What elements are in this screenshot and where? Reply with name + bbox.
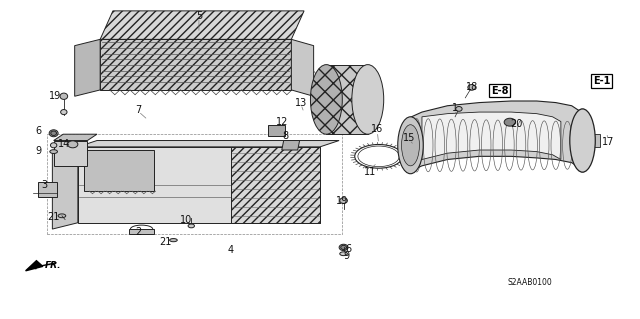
- Ellipse shape: [340, 245, 346, 249]
- Ellipse shape: [310, 65, 342, 134]
- Text: 13: 13: [295, 98, 307, 108]
- Ellipse shape: [49, 130, 58, 137]
- Ellipse shape: [339, 244, 348, 250]
- Polygon shape: [291, 39, 314, 96]
- Ellipse shape: [61, 109, 67, 115]
- Text: 21: 21: [47, 212, 60, 222]
- Ellipse shape: [456, 107, 462, 111]
- Text: 3: 3: [42, 181, 48, 190]
- Text: S2AAB0100: S2AAB0100: [508, 278, 553, 287]
- Ellipse shape: [60, 93, 68, 100]
- Text: 21: 21: [159, 237, 172, 247]
- Ellipse shape: [188, 224, 195, 228]
- Text: 10: 10: [180, 215, 192, 225]
- Text: 17: 17: [602, 137, 614, 147]
- Ellipse shape: [51, 131, 56, 136]
- Ellipse shape: [340, 198, 348, 204]
- Text: 9: 9: [35, 146, 42, 156]
- Text: 6: 6: [345, 244, 351, 254]
- Text: 19: 19: [49, 91, 61, 101]
- FancyArrowPatch shape: [33, 263, 56, 269]
- Polygon shape: [231, 147, 320, 223]
- Text: 2: 2: [135, 226, 141, 237]
- Text: 9: 9: [344, 251, 350, 261]
- Ellipse shape: [170, 239, 177, 242]
- Text: 19: 19: [336, 196, 348, 206]
- Ellipse shape: [340, 252, 348, 256]
- Text: 12: 12: [276, 116, 288, 127]
- Polygon shape: [78, 141, 339, 147]
- Polygon shape: [282, 141, 300, 150]
- Polygon shape: [26, 261, 43, 271]
- Polygon shape: [326, 65, 368, 134]
- Ellipse shape: [352, 65, 384, 134]
- Ellipse shape: [468, 85, 476, 90]
- Text: E-1: E-1: [593, 76, 611, 86]
- Ellipse shape: [50, 150, 58, 153]
- Text: E-8: E-8: [491, 85, 508, 96]
- Text: 18: 18: [465, 82, 478, 93]
- Ellipse shape: [68, 141, 78, 148]
- Text: 6: 6: [35, 126, 42, 136]
- Polygon shape: [408, 101, 581, 172]
- Ellipse shape: [504, 118, 516, 126]
- Ellipse shape: [401, 125, 419, 166]
- Text: FR.: FR.: [45, 261, 61, 270]
- Polygon shape: [100, 39, 291, 90]
- Text: 11: 11: [364, 167, 376, 176]
- Text: 14: 14: [58, 139, 70, 149]
- Polygon shape: [75, 39, 100, 96]
- Polygon shape: [84, 150, 154, 191]
- Polygon shape: [268, 125, 285, 136]
- Polygon shape: [78, 147, 320, 223]
- Polygon shape: [54, 141, 88, 166]
- Polygon shape: [129, 229, 154, 234]
- Polygon shape: [38, 182, 58, 197]
- Text: 20: 20: [510, 119, 522, 129]
- Ellipse shape: [51, 143, 57, 148]
- Text: 4: 4: [228, 245, 234, 255]
- Ellipse shape: [570, 109, 595, 172]
- Text: 7: 7: [135, 105, 141, 115]
- Polygon shape: [54, 134, 97, 141]
- Text: 8: 8: [282, 131, 288, 141]
- Text: 1: 1: [452, 103, 458, 113]
- Ellipse shape: [397, 117, 423, 174]
- Polygon shape: [100, 11, 304, 39]
- Text: 16: 16: [371, 124, 383, 135]
- Text: 15: 15: [403, 133, 415, 143]
- Polygon shape: [422, 112, 561, 160]
- Ellipse shape: [58, 214, 66, 218]
- Text: 5: 5: [196, 11, 202, 21]
- Polygon shape: [52, 147, 78, 229]
- Bar: [591, 134, 600, 147]
